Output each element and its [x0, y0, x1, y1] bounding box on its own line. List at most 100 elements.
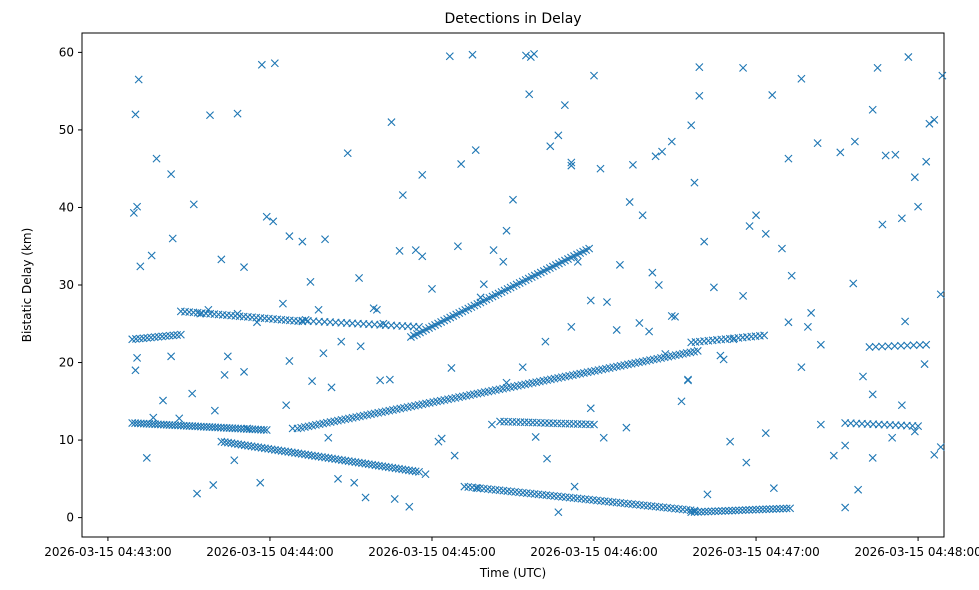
data-point	[321, 453, 330, 462]
data-point	[714, 507, 723, 516]
data-point	[418, 252, 427, 261]
data-point	[264, 444, 273, 453]
data-point	[868, 105, 877, 114]
data-point	[374, 461, 383, 470]
data-point	[717, 506, 726, 515]
data-point	[748, 505, 757, 514]
data-point	[914, 422, 923, 431]
data-point	[142, 453, 151, 462]
data-point	[133, 202, 142, 211]
data-point	[541, 337, 550, 346]
data-point	[836, 148, 845, 157]
y-tick-label: 30	[59, 278, 74, 292]
data-point	[784, 318, 793, 327]
data-point	[769, 504, 778, 513]
data-point	[378, 462, 387, 471]
y-tick-label: 20	[59, 356, 74, 370]
data-point	[693, 346, 702, 355]
data-point	[230, 439, 239, 448]
data-point	[301, 315, 310, 324]
data-point	[922, 340, 931, 349]
data-point	[473, 484, 482, 493]
x-axis: 2026-03-15 04:43:00 2026-03-15 04:44:00 20…	[44, 537, 979, 559]
data-point	[920, 360, 929, 369]
data-point	[308, 377, 317, 386]
data-point	[726, 437, 735, 446]
data-point	[321, 235, 330, 244]
data-point	[297, 449, 306, 458]
data-point	[741, 506, 750, 515]
data-point	[658, 147, 667, 156]
data-point	[348, 457, 357, 466]
data-point	[700, 237, 709, 246]
data-point	[468, 50, 477, 59]
data-point	[849, 279, 858, 288]
data-point	[327, 454, 336, 463]
data-point	[731, 506, 740, 515]
data-point	[253, 318, 261, 327]
data-point	[133, 353, 142, 362]
data-point	[930, 450, 939, 459]
data-point	[267, 445, 276, 454]
data-point	[206, 111, 214, 120]
data-point	[521, 51, 530, 60]
data-point	[704, 507, 713, 516]
data-point	[262, 212, 271, 221]
data-point	[769, 484, 778, 493]
data-point	[168, 234, 177, 243]
data-point	[398, 191, 407, 200]
data-point	[677, 397, 686, 406]
data-point	[719, 355, 728, 364]
data-point	[447, 363, 456, 372]
data-point	[897, 214, 906, 223]
data-point	[237, 440, 246, 449]
data-point	[240, 263, 249, 272]
data-point	[904, 53, 913, 62]
data-point	[881, 151, 890, 160]
data-point	[343, 149, 352, 158]
data-point	[379, 319, 388, 328]
data-point	[404, 466, 413, 475]
data-point	[479, 280, 488, 289]
data-point	[230, 456, 239, 465]
data-point	[891, 150, 900, 159]
data-point	[772, 504, 781, 513]
data-point	[450, 451, 459, 460]
data-point	[612, 325, 621, 334]
data-point	[760, 331, 769, 340]
data-point	[324, 433, 333, 442]
data-point	[368, 460, 377, 469]
data-point	[284, 447, 293, 456]
data-point	[938, 71, 947, 80]
data-point	[671, 312, 680, 321]
data-point	[395, 246, 404, 255]
data-point	[739, 63, 748, 72]
data-point	[695, 91, 704, 100]
data-point	[278, 299, 287, 308]
data-point	[502, 226, 511, 235]
data-point	[784, 154, 793, 163]
data-point	[193, 489, 202, 498]
data-point	[915, 340, 924, 349]
data-point	[936, 443, 945, 452]
data-point	[233, 309, 242, 318]
data-point	[298, 237, 307, 246]
data-point	[317, 453, 326, 461]
data-point	[738, 506, 747, 515]
data-point	[721, 506, 730, 515]
data-point	[567, 158, 576, 167]
data-point	[223, 352, 232, 361]
data-point	[586, 404, 595, 413]
data-point	[351, 458, 360, 467]
data-point	[262, 426, 271, 434]
data-point	[854, 485, 863, 494]
data-point	[896, 341, 905, 350]
data-point	[775, 504, 784, 513]
data-point	[314, 452, 323, 461]
data-point	[387, 118, 396, 127]
data-point	[873, 63, 882, 72]
data-point	[813, 139, 822, 148]
data-point	[684, 376, 692, 385]
x-axis-title: Time (UTC)	[479, 566, 546, 580]
